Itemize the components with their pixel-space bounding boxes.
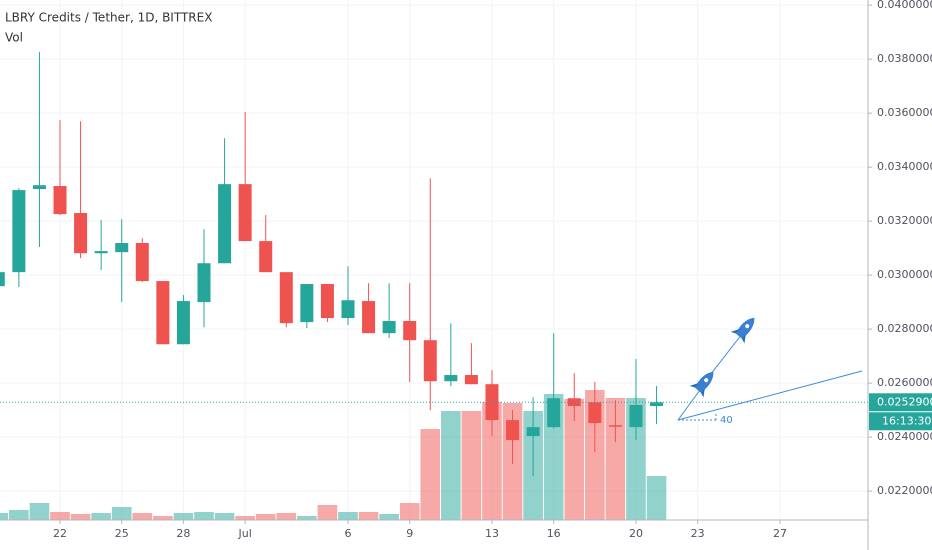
x-tick-label: 27 (773, 527, 787, 540)
volume-bar (379, 514, 399, 520)
volume-bar (0, 513, 9, 520)
volume-bar (420, 429, 441, 520)
rocket-icon (689, 371, 714, 398)
volume-label: Vol (5, 31, 23, 45)
candle-body (12, 190, 26, 273)
candle-body (0, 272, 5, 287)
volume-bar (50, 512, 70, 520)
candle-body (115, 242, 129, 253)
volume-bar (9, 510, 29, 520)
candle-body (218, 184, 232, 264)
candle-body (547, 398, 561, 428)
candle-body (53, 186, 67, 215)
candle-body (135, 242, 149, 282)
candle-body (423, 340, 437, 382)
candle-body (526, 427, 540, 437)
volume-bar (441, 411, 461, 520)
x-tick-label: Jul (237, 527, 251, 540)
candle-body (197, 263, 211, 303)
last-price-box (869, 393, 932, 412)
volume-bar (255, 514, 276, 520)
candle-body (259, 241, 273, 273)
x-tick-label: 22 (53, 527, 67, 540)
candle-body (362, 301, 376, 334)
candle-body (629, 404, 643, 428)
candle-body (176, 301, 190, 345)
x-tick-label: 25 (115, 527, 129, 540)
candle-body (94, 251, 108, 254)
candle-body (567, 398, 581, 407)
candle-body (382, 321, 396, 334)
y-tick-label: 0.02200000 (877, 484, 932, 497)
last-price-label: 0.02529000 (877, 395, 932, 408)
x-tick-label: 13 (485, 527, 499, 540)
candle-body (464, 375, 478, 385)
volume-bar (605, 398, 626, 520)
volume-bar (153, 516, 173, 520)
timer-label: 16:13:30 (882, 414, 931, 427)
volume-bar (317, 505, 338, 520)
x-tick-label: 6 (344, 527, 351, 540)
annotation: 40 (720, 415, 733, 426)
y-tick-label: 0.02800000 (877, 322, 932, 335)
candle-body (588, 402, 602, 424)
drawing: 40 (677, 317, 863, 426)
volume-bar (626, 398, 646, 520)
volume-bar (461, 411, 482, 520)
y-tick-label: 0.03200000 (877, 214, 932, 227)
candle-body (238, 184, 252, 242)
volume-bar (70, 514, 91, 520)
chart-title: LBRY Credits / Tether, 1D, BITTREX (5, 11, 212, 25)
x-tick-label: 20 (629, 527, 643, 540)
volume-bar (338, 512, 358, 520)
volume-bar (482, 402, 502, 520)
y-tick-label: 0.02600000 (877, 376, 932, 389)
candle-body (156, 281, 170, 345)
volume-bar (214, 513, 235, 520)
candle-body (74, 213, 88, 254)
volume-bar (132, 513, 153, 520)
candle-body (485, 384, 499, 421)
volume-bar (297, 516, 317, 520)
trend-line (677, 370, 863, 421)
candle-body (32, 185, 46, 189)
candle-layer (0, 52, 868, 476)
candle-body (444, 375, 458, 382)
y-tick-label: 0.02400000 (877, 430, 932, 443)
volume-bar (111, 507, 132, 520)
rocket-path (677, 389, 701, 421)
volume-bar (399, 503, 420, 520)
y-tick-label: 0.03600000 (877, 106, 932, 119)
y-tick-label: 0.03400000 (877, 160, 932, 173)
axes: 0.04000000 0.03800000 0.03600000 0.03400000… (53, 0, 932, 540)
candle-body (279, 272, 293, 324)
volume-bar (646, 476, 667, 520)
volume-bar (276, 513, 297, 520)
candle-body (608, 425, 622, 427)
timer-box (869, 412, 932, 431)
volume-bar (173, 513, 194, 520)
x-tick-label: 16 (547, 527, 561, 540)
y-tick-label: 0.04000000 (877, 0, 932, 11)
candle-body (506, 420, 520, 441)
candle-body (341, 300, 355, 319)
volume-bar (235, 516, 255, 520)
volume-bar (91, 513, 111, 520)
volume-bar (564, 399, 585, 520)
x-tick-label: 28 (176, 527, 190, 540)
candle-body (320, 284, 334, 319)
volume-bar (194, 512, 214, 520)
volume-bar (29, 503, 50, 520)
candle-body (650, 402, 664, 407)
x-tick-label: 9 (406, 527, 413, 540)
rocket-icon (730, 317, 755, 344)
x-tick-label: 23 (691, 527, 705, 540)
candle-body (403, 321, 417, 341)
volume-bar (358, 512, 379, 520)
y-tick-label: 0.03800000 (877, 52, 932, 65)
candle-body (300, 284, 314, 323)
y-tick-label: 0.03000000 (877, 268, 932, 281)
